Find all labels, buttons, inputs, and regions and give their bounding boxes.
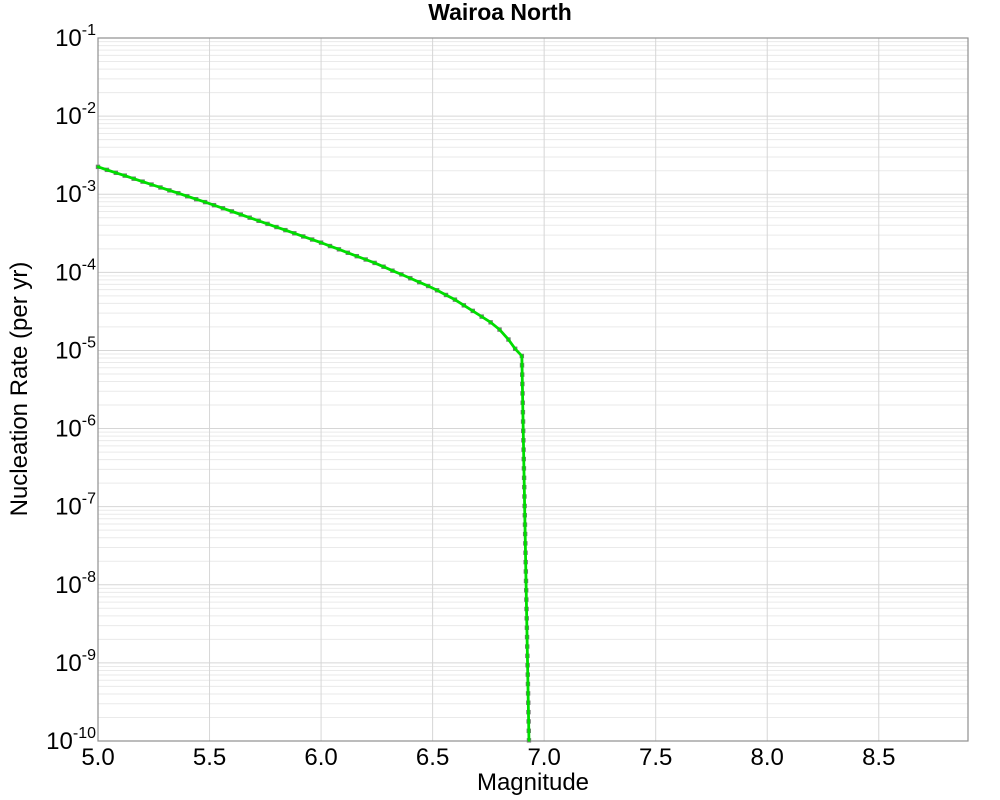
y-tick-label: 10-7 xyxy=(55,491,96,521)
y-tick-label: 10-3 xyxy=(55,178,96,208)
tick-label-layer: 5.0 5.5 6.0 6.5 7.0 7.5 8.0 8.5 10-1 10-2 10-3 10-4… xyxy=(46,22,895,771)
x-tick-label: 8.0 xyxy=(751,744,784,771)
x-tick-label: 6.0 xyxy=(304,744,337,771)
grid-layer xyxy=(98,38,968,741)
x-tick-label: 7.0 xyxy=(527,744,560,771)
y-axis-title: Nucleation Rate (per yr) xyxy=(6,262,33,517)
y-tick-label: 10-2 xyxy=(55,100,96,130)
y-tick-label: 10-8 xyxy=(55,569,96,599)
series-layer xyxy=(95,164,532,743)
x-tick-label: 5.0 xyxy=(81,744,114,771)
plot-border-layer xyxy=(97,37,969,742)
y-tick-label: 10-10 xyxy=(46,725,96,755)
y-tick-label: 10-1 xyxy=(55,22,96,52)
y-tick-label: 10-5 xyxy=(55,334,96,364)
y-tick-label: 10-6 xyxy=(55,413,96,443)
x-tick-label: 6.5 xyxy=(416,744,449,771)
x-axis-title: Magnitude xyxy=(477,769,589,796)
chart-title: Wairoa North xyxy=(428,0,572,25)
x-tick-label: 5.5 xyxy=(193,744,226,771)
plot-border xyxy=(97,37,969,742)
x-tick-label: 7.5 xyxy=(639,744,672,771)
y-tick-label: 10-4 xyxy=(55,256,96,286)
x-tick-label: 8.5 xyxy=(862,744,895,771)
series-line xyxy=(96,165,531,742)
y-tick-label: 10-9 xyxy=(55,647,96,677)
